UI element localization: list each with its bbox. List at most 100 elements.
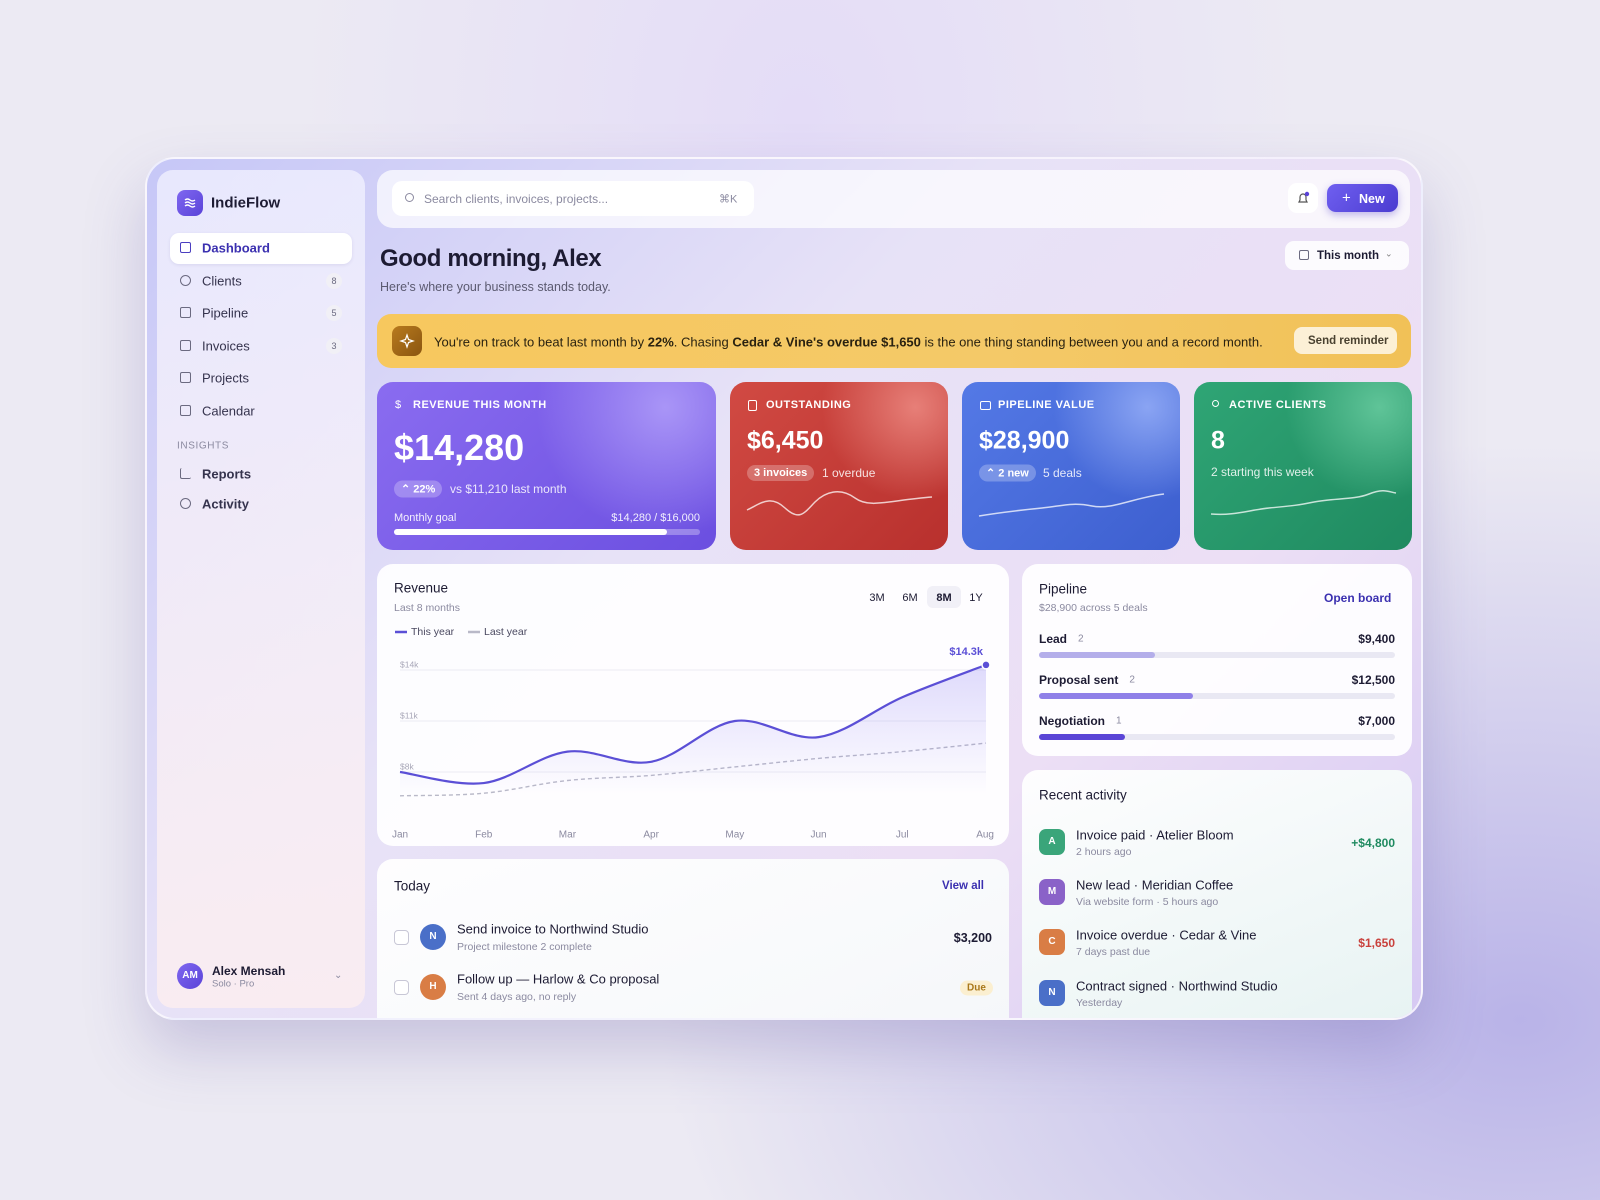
greeting-subtitle: Here's where your business stands today. [380, 280, 611, 294]
task-title[interactable]: Send invoice to Northwind Studio [457, 921, 649, 937]
user-avatar: AM [177, 963, 203, 989]
shortcut: ⌘K [719, 193, 738, 206]
revenue-chart: Revenue Last 8 months 3M 6M 8M 1Y This year L… [392, 581, 994, 841]
y-tick-label: $14k [400, 659, 419, 669]
activity-title[interactable]: New lead · Meridian Coffee [1076, 877, 1234, 893]
send-reminder-button[interactable] [1294, 327, 1397, 354]
search-placeholder: Search clients, invoices, projects... [424, 192, 609, 206]
value-label: $14.3k [949, 646, 984, 658]
goal-progress [394, 529, 668, 535]
highlight: Cedar & Vine's overdue $1,650 [732, 334, 921, 350]
nav-item[interactable]: Dashboard [202, 240, 270, 256]
range-button[interactable]: 1Y [969, 592, 983, 604]
goal-value: $14,280 / $16,000 [611, 512, 700, 524]
kpi-label: REVENUE THIS MONTH [413, 399, 547, 411]
user-menu-chevron[interactable]: ⌄ [334, 970, 343, 981]
kpi-icon: $ [395, 399, 402, 411]
task-amount: $3,200 [953, 931, 992, 945]
notifications-button[interactable] [1288, 183, 1318, 213]
kpi-icon [980, 401, 991, 410]
kpi-label: OUTSTANDING [766, 399, 852, 411]
period-label: This month [1317, 250, 1379, 262]
nav-item[interactable]: Invoices [202, 338, 250, 354]
sparkle-icon [392, 326, 422, 356]
kpi-icon [748, 400, 757, 411]
task-tag: Due [960, 980, 993, 996]
nav-badge: 5 [326, 305, 342, 321]
new-button[interactable] [1327, 184, 1398, 212]
task-detail: Sent 4 days ago, no reply [457, 991, 577, 1003]
task-checkbox[interactable] [394, 980, 409, 995]
banner-text: You're on track to beat last month by 22… [434, 335, 1263, 350]
greeting: Good morning, Alex [380, 245, 602, 272]
open-board-link[interactable]: Open board [1324, 591, 1392, 605]
nav-icon [180, 275, 191, 286]
stage-track [1039, 734, 1395, 740]
activity-title[interactable]: Invoice paid · Atelier Bloom [1076, 827, 1234, 843]
activity-avatar: M [1039, 879, 1065, 905]
nav-item[interactable]: Projects [202, 370, 249, 386]
stage-bar [1039, 734, 1126, 740]
stage-count: 2 [1078, 633, 1084, 645]
chart-subtitle: Last 8 months [394, 602, 460, 614]
kpi-note: 5 deals [1043, 466, 1082, 480]
brand-logo [177, 190, 203, 216]
stage-amount: $12,500 [1351, 673, 1395, 687]
nav-item[interactable]: Reports [202, 466, 252, 482]
area [400, 664, 986, 794]
kpi-label: ACTIVE CLIENTS [1229, 399, 1327, 411]
nav-active [170, 233, 352, 264]
nav-icon [180, 242, 191, 253]
search-box[interactable] [392, 181, 754, 216]
activity-title[interactable]: Contract signed · Northwind Studio [1076, 978, 1278, 994]
kpi-value: $6,450 [747, 426, 824, 455]
nav-item[interactable]: Activity [202, 496, 249, 512]
button-label: Send reminder [1308, 335, 1389, 347]
range-button[interactable]: 8M [936, 592, 951, 604]
legend-label: Last year [484, 626, 528, 638]
nav-icon [180, 307, 191, 318]
kpi-icon [1212, 400, 1219, 407]
calendar-icon [1299, 250, 1309, 260]
nav-item[interactable]: Calendar [202, 403, 255, 419]
nav-item[interactable]: Clients [202, 273, 242, 289]
task-detail: Project milestone 2 complete [457, 941, 592, 953]
brand-name: IndieFlow [211, 194, 281, 212]
kpi-card [377, 382, 716, 550]
legend-label: This year [411, 626, 455, 638]
sparkline [746, 491, 933, 516]
kpi-note: 2 starting this week [1211, 465, 1314, 479]
app-window: IndieFlow Dashboard Clients 8 Pipeline 5… [145, 157, 1423, 1020]
period-selector[interactable] [1285, 241, 1409, 270]
card-subtitle: $28,900 across 5 deals [1039, 602, 1148, 614]
task-checkbox[interactable] [394, 930, 409, 945]
card-title: Recent activity [1039, 787, 1127, 803]
user-name[interactable]: Alex Mensah [212, 964, 286, 978]
x-tick-label: May [725, 830, 744, 841]
kpi-note: vs $11,210 last month [450, 482, 567, 496]
kpi-note: 1 overdue [822, 466, 876, 480]
line [399, 663, 987, 785]
x-tick-label: Aug [976, 830, 994, 841]
new-button-label: New [1359, 192, 1385, 206]
range-button[interactable]: 6M [902, 592, 917, 604]
stage-name: Proposal sent [1039, 673, 1119, 687]
sparkline [1210, 490, 1397, 516]
pipeline-card [1022, 564, 1412, 756]
task-title[interactable]: Follow up — Harlow & Co proposal [457, 971, 660, 987]
change: 22% [413, 483, 436, 496]
stage-name: Negotiation [1039, 714, 1105, 728]
sparkline [978, 493, 1165, 517]
activity-time: Via website form · 5 hours ago [1076, 896, 1219, 908]
activity-avatar: C [1039, 929, 1065, 955]
nav-item[interactable]: Pipeline [202, 305, 249, 321]
section-label: INSIGHTS [177, 440, 230, 452]
card-title: Pipeline [1039, 581, 1088, 597]
range-button[interactable]: 3M [869, 592, 884, 604]
view-all-link[interactable]: View all [942, 880, 984, 892]
point [981, 660, 991, 670]
kpi-value: $28,900 [979, 426, 1070, 455]
range-active [927, 586, 961, 608]
activity-title[interactable]: Invoice overdue · Cedar & Vine [1076, 927, 1257, 943]
